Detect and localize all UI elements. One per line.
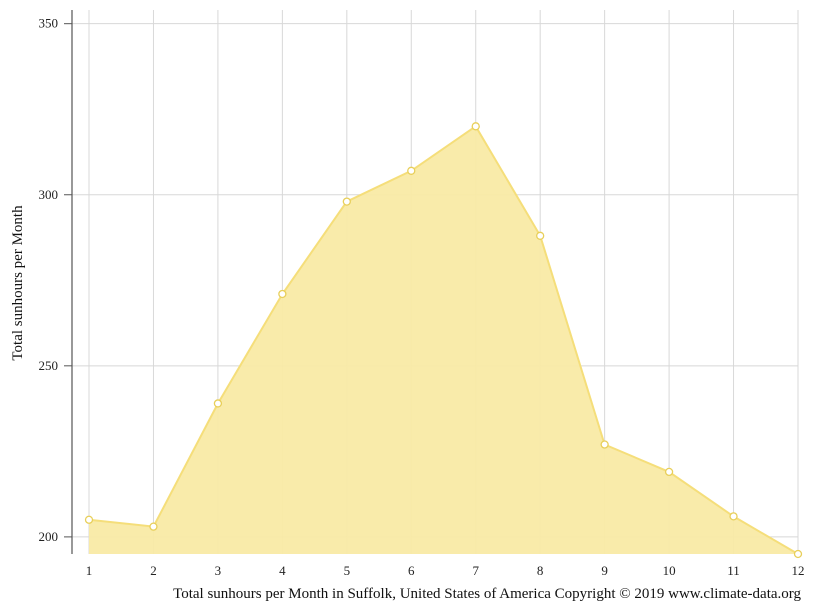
data-point-4 <box>278 289 287 299</box>
x-tick-label: 12 <box>792 563 805 578</box>
x-axis-title: Total sunhours per Month in Suffolk, Uni… <box>173 586 801 602</box>
data-point-5 <box>342 197 351 206</box>
data-point-11 <box>729 512 738 521</box>
data-point-7 <box>471 122 480 131</box>
x-tick-label: 4 <box>279 563 286 578</box>
data-point-3 <box>213 399 223 408</box>
y-tick-label: 250 <box>39 358 59 373</box>
y-tick-label: 300 <box>39 187 59 202</box>
data-point-8 <box>536 231 545 240</box>
data-point-9 <box>600 440 609 449</box>
x-tick-label: 9 <box>601 563 608 578</box>
data-point-6 <box>407 166 416 175</box>
x-tick-label: 5 <box>344 563 351 578</box>
x-axis: 1 2 3 4 5 6 7 8 9 10 11 12 <box>86 563 805 578</box>
x-tick-label: 7 <box>472 563 479 578</box>
y-axis: 200 250 300 350 <box>39 16 72 544</box>
x-tick-label: 3 <box>215 563 222 578</box>
y-axis-title: Total sunhours per Month <box>10 205 26 361</box>
x-tick-label: 1 <box>86 563 93 578</box>
data-point-2 <box>149 522 158 531</box>
markers <box>84 122 803 559</box>
data-point-12 <box>793 549 803 559</box>
y-tick-label: 200 <box>39 529 59 544</box>
data-point-1 <box>84 515 94 524</box>
x-tick-label: 2 <box>150 563 157 578</box>
x-tick-label: 11 <box>727 563 740 578</box>
x-tick-label: 8 <box>537 563 544 578</box>
area-fill <box>89 126 798 555</box>
series-line <box>88 124 799 555</box>
y-tick-label: 350 <box>39 16 59 31</box>
x-tick-label: 6 <box>408 563 415 578</box>
data-point-10 <box>664 467 674 477</box>
x-tick-label: 10 <box>663 563 676 578</box>
